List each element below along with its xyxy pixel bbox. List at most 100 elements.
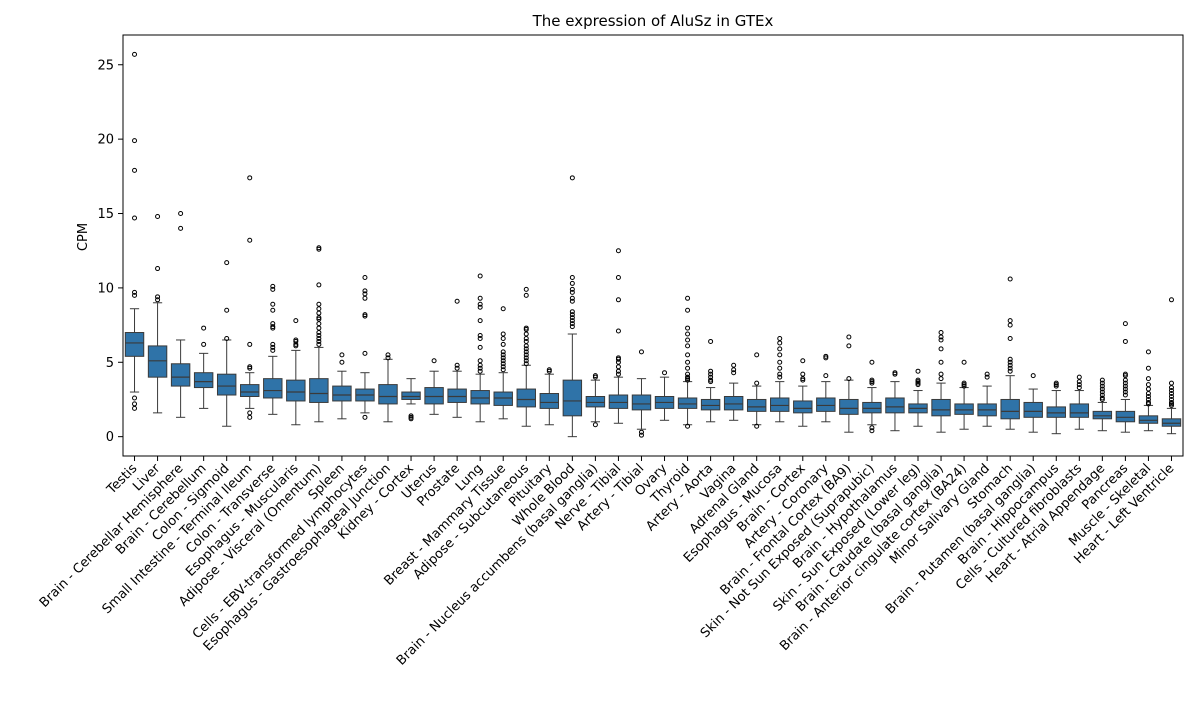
box-group xyxy=(332,352,352,420)
outlier-point xyxy=(846,376,852,382)
outlier-point xyxy=(569,286,575,292)
outlier-point xyxy=(523,346,529,352)
outlier-point xyxy=(685,352,691,358)
box-group xyxy=(378,352,398,423)
outlier-point xyxy=(500,358,506,364)
box-iqr xyxy=(677,397,698,409)
outlier-point xyxy=(615,297,621,303)
box-group xyxy=(1023,373,1043,433)
outlier-point xyxy=(477,344,483,350)
box-iqr xyxy=(332,385,352,402)
outlier-point xyxy=(1122,338,1128,344)
outlier-point xyxy=(800,371,806,377)
outlier-point xyxy=(500,331,506,337)
box-group xyxy=(908,368,928,427)
outlier-point xyxy=(569,298,575,304)
box-iqr xyxy=(1023,401,1043,418)
box-group xyxy=(631,349,652,438)
outlier-point xyxy=(823,373,829,379)
y-axis-label: CPM xyxy=(76,223,91,251)
outlier-point xyxy=(615,364,621,370)
outlier-point xyxy=(155,266,161,272)
outlier-point xyxy=(685,337,691,343)
outlier-point xyxy=(477,365,483,371)
outlier-point xyxy=(132,401,138,407)
box-group xyxy=(977,371,997,427)
box-iqr xyxy=(885,397,905,414)
outlier-point xyxy=(708,338,714,344)
outlier-point xyxy=(1145,391,1151,397)
outlier-point xyxy=(1007,322,1013,328)
box-group xyxy=(147,213,168,414)
box-iqr xyxy=(1069,403,1090,418)
box-iqr xyxy=(816,397,836,412)
outlier-point xyxy=(523,292,529,298)
outlier-point xyxy=(638,349,644,355)
outlier-point xyxy=(961,359,967,365)
outlier-point xyxy=(1099,383,1105,389)
box-group xyxy=(723,362,744,421)
outlier-point xyxy=(477,333,483,339)
box-iqr xyxy=(147,345,168,378)
outlier-point xyxy=(615,371,621,377)
outlier-point xyxy=(569,321,575,327)
outlier-point xyxy=(247,175,253,181)
outlier-point xyxy=(293,343,299,349)
outlier-point xyxy=(270,347,276,353)
outlier-point xyxy=(569,175,575,181)
box-iqr xyxy=(193,372,214,389)
outlier-point xyxy=(685,343,691,349)
outlier-point xyxy=(1122,383,1128,389)
outlier-point xyxy=(132,167,138,173)
box-iqr xyxy=(1138,415,1159,424)
outlier-point xyxy=(132,405,138,411)
outlier-point xyxy=(777,365,783,371)
box-iqr xyxy=(286,379,306,402)
outlier-point xyxy=(569,309,575,315)
box-iqr xyxy=(470,390,490,405)
outlier-point xyxy=(1122,380,1128,386)
outlier-point xyxy=(1099,386,1105,392)
outlier-point xyxy=(731,367,737,373)
outlier-point xyxy=(1145,401,1151,407)
outlier-point xyxy=(569,280,575,286)
box-iqr xyxy=(862,401,882,414)
box-iqr xyxy=(378,384,398,405)
outlier-point xyxy=(638,432,644,438)
outlier-point xyxy=(477,295,483,301)
outlier-point xyxy=(316,301,322,307)
box-iqr xyxy=(1092,410,1113,420)
box-iqr xyxy=(931,398,951,417)
outlier-point xyxy=(477,273,483,279)
boxes-layer xyxy=(124,51,1182,438)
box-group xyxy=(424,358,444,415)
box-iqr xyxy=(1000,398,1020,420)
outlier-point xyxy=(155,297,161,303)
outlier-point xyxy=(408,416,414,422)
outlier-point xyxy=(523,352,529,358)
outlier-point xyxy=(477,335,483,341)
box-iqr xyxy=(562,379,583,417)
outlier-point xyxy=(777,371,783,377)
outlier-point xyxy=(777,352,783,358)
outlier-point xyxy=(316,338,322,344)
outlier-point xyxy=(362,313,368,319)
outlier-point xyxy=(1007,359,1013,365)
outlier-point xyxy=(685,377,691,383)
outlier-point xyxy=(662,370,668,376)
outlier-point xyxy=(270,301,276,307)
box-iqr xyxy=(124,332,145,357)
outlier-point xyxy=(592,422,598,428)
outlier-point xyxy=(362,350,368,356)
outlier-point xyxy=(731,370,737,376)
outlier-point xyxy=(201,325,207,331)
outlier-point xyxy=(869,428,875,434)
outlier-point xyxy=(638,429,644,435)
outlier-point xyxy=(270,344,276,350)
outlier-point xyxy=(1122,321,1128,327)
outlier-point xyxy=(1007,356,1013,362)
outlier-point xyxy=(1007,276,1013,282)
outlier-point xyxy=(1168,385,1174,391)
outlier-point xyxy=(1122,386,1128,392)
